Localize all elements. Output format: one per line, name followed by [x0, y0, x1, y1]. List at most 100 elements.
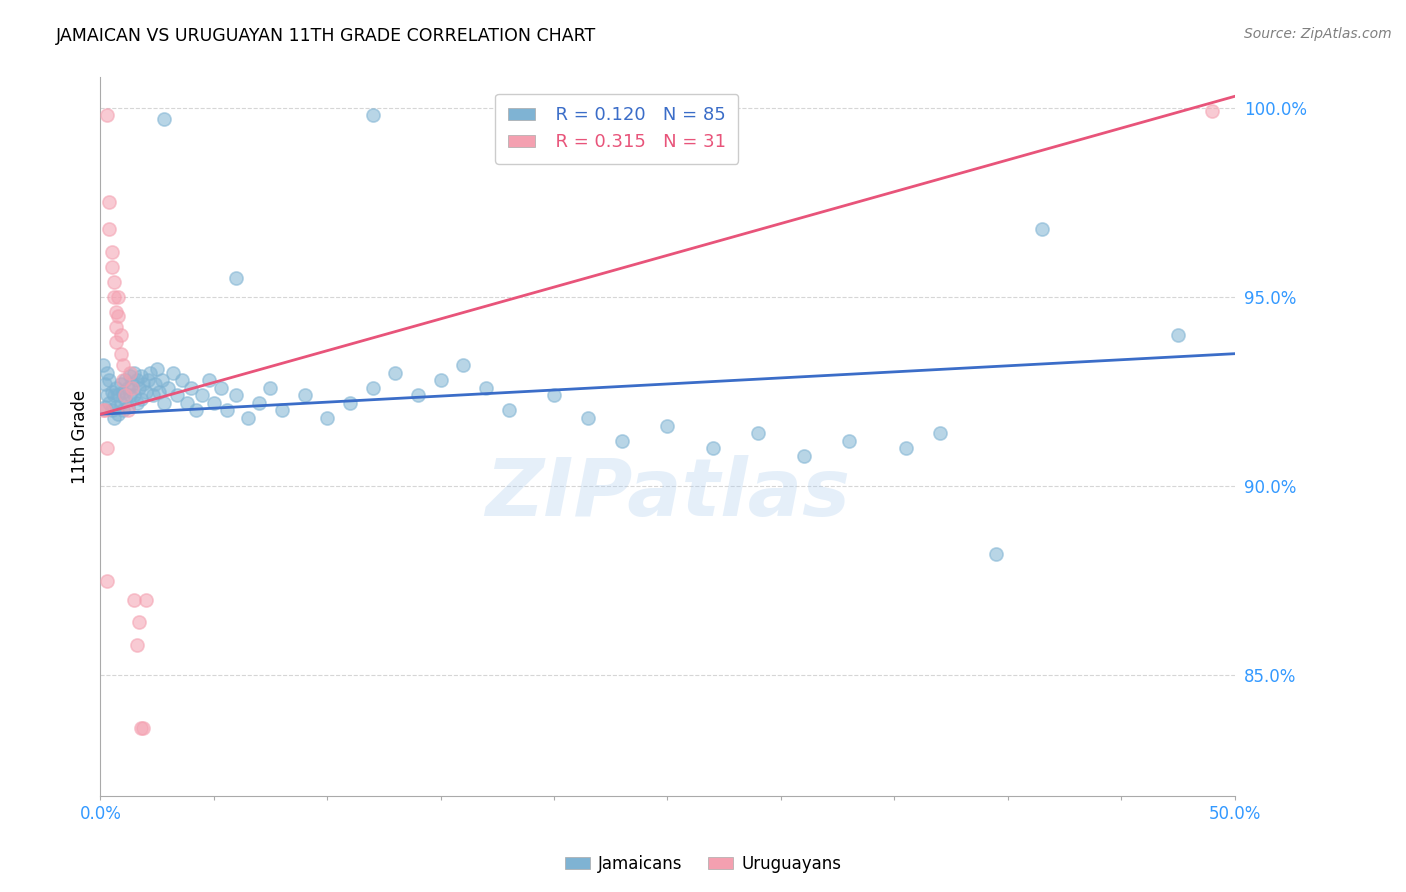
- Point: [118, 366, 141, 380]
- Point: [118, 369, 141, 384]
- Point: [162, 366, 184, 380]
- Point: [136, 373, 159, 387]
- Point: [406, 388, 429, 402]
- Point: [191, 388, 214, 402]
- Point: [117, 400, 139, 414]
- Point: [294, 388, 316, 402]
- Point: [103, 275, 125, 289]
- Legend:   R = 0.120   N = 85,   R = 0.315   N = 31: R = 0.120 N = 85, R = 0.315 N = 31: [495, 94, 738, 164]
- Text: JAMAICAN VS URUGUAYAN 11TH GRADE CORRELATION CHART: JAMAICAN VS URUGUAYAN 11TH GRADE CORRELA…: [56, 27, 596, 45]
- Point: [110, 396, 132, 410]
- Point: [128, 381, 150, 395]
- Point: [98, 222, 121, 236]
- Point: [361, 108, 384, 122]
- Point: [135, 592, 157, 607]
- Point: [141, 388, 163, 402]
- Point: [100, 384, 122, 399]
- Point: [384, 366, 406, 380]
- Point: [225, 388, 247, 402]
- Point: [124, 366, 146, 380]
- Point: [184, 403, 207, 417]
- Point: [129, 392, 152, 406]
- Text: Source: ZipAtlas.com: Source: ZipAtlas.com: [1244, 27, 1392, 41]
- Point: [576, 411, 599, 425]
- Point: [107, 407, 129, 421]
- Point: [838, 434, 860, 448]
- Point: [100, 403, 122, 417]
- Point: [132, 722, 155, 736]
- Point: [96, 388, 118, 402]
- Point: [107, 309, 129, 323]
- Point: [894, 442, 917, 456]
- Point: [100, 244, 122, 259]
- Point: [121, 381, 143, 395]
- Point: [117, 403, 139, 417]
- Point: [986, 547, 1008, 561]
- Point: [114, 392, 136, 406]
- Point: [96, 108, 118, 122]
- Point: [124, 592, 146, 607]
- Text: ZIPatlas: ZIPatlas: [485, 456, 851, 533]
- Point: [96, 574, 118, 588]
- Point: [1167, 327, 1189, 342]
- Point: [105, 305, 128, 319]
- Point: [928, 426, 950, 441]
- Point: [202, 396, 225, 410]
- Point: [259, 381, 281, 395]
- Point: [114, 373, 136, 387]
- Point: [114, 388, 136, 402]
- Point: [125, 638, 148, 652]
- Point: [498, 403, 520, 417]
- Point: [139, 366, 162, 380]
- Point: [209, 381, 232, 395]
- Point: [118, 388, 141, 402]
- Point: [132, 376, 155, 391]
- Point: [94, 403, 117, 417]
- Point: [91, 403, 114, 417]
- Point: [180, 381, 202, 395]
- Point: [125, 373, 148, 387]
- Point: [316, 411, 339, 425]
- Point: [128, 615, 150, 630]
- Point: [124, 388, 146, 402]
- Point: [150, 373, 173, 387]
- Point: [105, 320, 128, 334]
- Point: [176, 396, 198, 410]
- Point: [1201, 104, 1223, 119]
- Point: [112, 373, 135, 387]
- Point: [103, 411, 125, 425]
- Point: [125, 396, 148, 410]
- Point: [1031, 222, 1053, 236]
- Point: [236, 411, 259, 425]
- Point: [543, 388, 565, 402]
- Legend: Jamaicans, Uruguayans: Jamaicans, Uruguayans: [558, 848, 848, 880]
- Point: [657, 418, 679, 433]
- Point: [157, 381, 180, 395]
- Point: [146, 361, 169, 376]
- Point: [107, 388, 129, 402]
- Point: [103, 388, 125, 402]
- Point: [429, 373, 451, 387]
- Point: [361, 381, 384, 395]
- Point: [100, 260, 122, 274]
- Point: [112, 384, 135, 399]
- Point: [105, 381, 128, 395]
- Point: [170, 373, 193, 387]
- Point: [793, 449, 815, 463]
- Point: [110, 327, 132, 342]
- Point: [270, 403, 292, 417]
- Point: [117, 381, 139, 395]
- Point: [153, 112, 176, 126]
- Point: [96, 442, 118, 456]
- Point: [247, 396, 270, 410]
- Point: [110, 376, 132, 391]
- Point: [225, 271, 247, 285]
- Point: [121, 376, 143, 391]
- Point: [153, 396, 176, 410]
- Point: [747, 426, 769, 441]
- Point: [96, 366, 118, 380]
- Point: [143, 376, 166, 391]
- Point: [475, 381, 498, 395]
- Point: [610, 434, 633, 448]
- Point: [110, 347, 132, 361]
